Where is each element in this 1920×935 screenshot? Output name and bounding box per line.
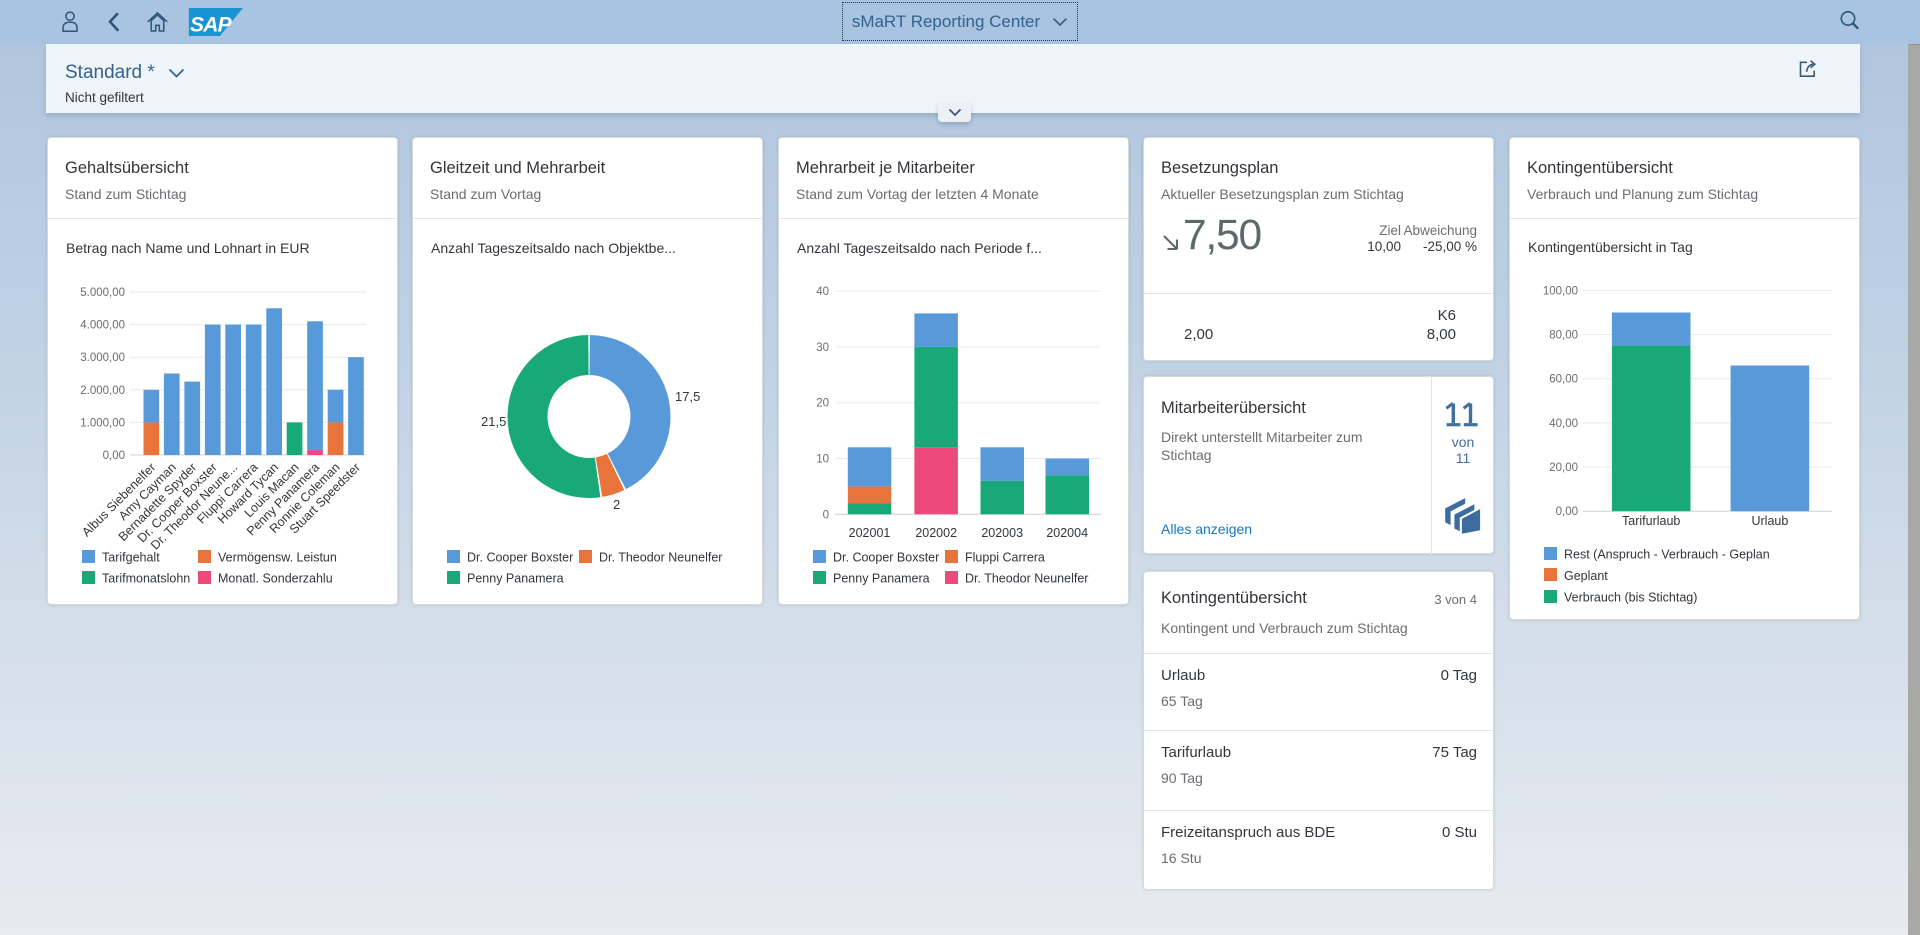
svg-text:Anzahl Tageszeitsaldo nach Obj: Anzahl Tageszeitsaldo nach Objektbe... [431,240,676,256]
svg-text:Tarifmonatslohn: Tarifmonatslohn [102,572,190,586]
svg-text:60,00: 60,00 [1549,374,1578,386]
svg-text:Anzahl Tageszeitsaldo nach Per: Anzahl Tageszeitsaldo nach Periode f... [797,240,1042,256]
svg-text:Rest (Anspruch - Verbrauch - G: Rest (Anspruch - Verbrauch - Geplan [1564,548,1770,562]
svg-text:20: 20 [816,398,829,410]
svg-text:Dr. Cooper Boxster: Dr. Cooper Boxster [833,551,939,565]
svg-text:100,00: 100,00 [1543,285,1578,297]
svg-text:Geplant: Geplant [1564,569,1608,583]
svg-text:80,00: 80,00 [1549,330,1578,342]
svg-text:2: 2 [613,497,620,512]
svg-text:Dr. Cooper Boxster: Dr. Cooper Boxster [467,551,573,565]
svg-text:Betrag nach Name und Lohnart i: Betrag nach Name und Lohnart in EUR [66,240,310,256]
svg-text:0: 0 [823,509,829,521]
svg-text:30: 30 [816,342,829,354]
svg-text:Penny Panamera: Penny Panamera [467,572,564,586]
svg-text:202001: 202001 [849,526,891,540]
svg-text:Vermögensw. Leistun: Vermögensw. Leistun [218,551,337,565]
svg-text:Verbrauch (bis Stichtag): Verbrauch (bis Stichtag) [1564,591,1697,605]
svg-text:Fluppi Carrera: Fluppi Carrera [965,551,1045,565]
svg-text:3.000,00: 3.000,00 [80,352,125,364]
svg-text:202002: 202002 [915,526,957,540]
svg-text:40,00: 40,00 [1549,418,1578,430]
svg-text:202003: 202003 [981,526,1023,540]
svg-text:Monatl. Sonderzahlu: Monatl. Sonderzahlu [218,572,333,586]
svg-text:Dr. Theodor Neunelfer: Dr. Theodor Neunelfer [599,551,722,565]
svg-text:Kontingentübersicht in Tag: Kontingentübersicht in Tag [1528,239,1693,255]
svg-text:0,00: 0,00 [1556,506,1578,518]
svg-text:0,00: 0,00 [103,450,125,462]
svg-text:Urlaub: Urlaub [1751,514,1788,528]
svg-text:SAP: SAP [190,14,233,37]
svg-text:Penny Panamera: Penny Panamera [833,572,930,586]
svg-text:10: 10 [816,454,829,466]
svg-text:40: 40 [816,286,829,298]
svg-text:Tarifurlaub: Tarifurlaub [1622,514,1680,528]
svg-text:20,00: 20,00 [1549,462,1578,474]
svg-text:202004: 202004 [1046,526,1088,540]
svg-text:5.000,00: 5.000,00 [80,287,125,299]
svg-text:1.000,00: 1.000,00 [80,417,125,429]
svg-text:Dr. Theodor Neunelfer: Dr. Theodor Neunelfer [965,572,1088,586]
svg-text:2.000,00: 2.000,00 [80,385,125,397]
svg-text:21,5: 21,5 [481,414,506,429]
svg-text:17,5: 17,5 [675,389,700,404]
svg-text:4.000,00: 4.000,00 [80,320,125,332]
svg-text:Tarifgehalt: Tarifgehalt [102,551,160,565]
